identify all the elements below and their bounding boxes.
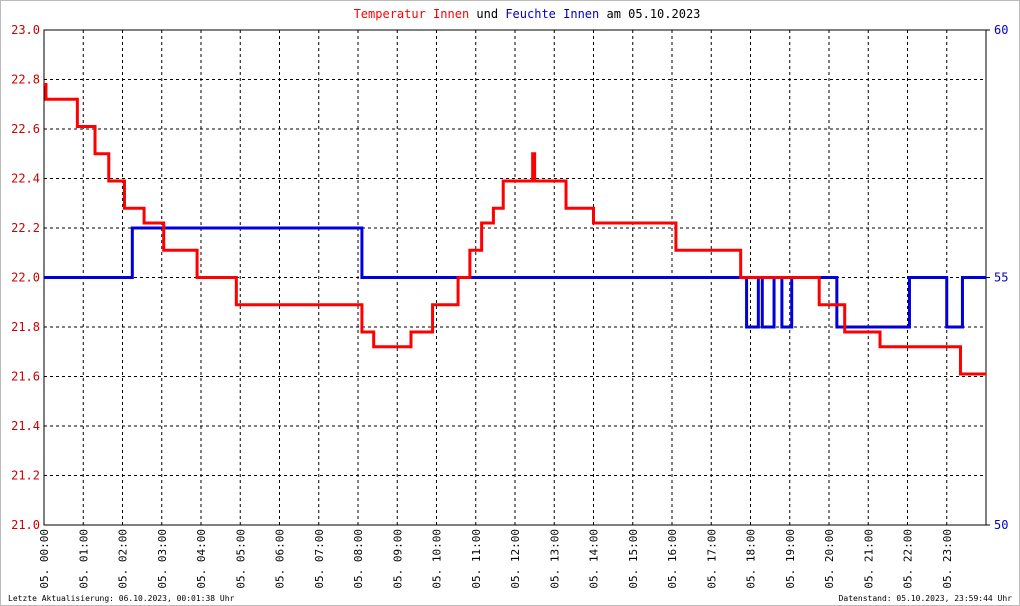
x-tick-label: 05. 13:00 [548,529,561,589]
chart-title: Temperatur Innen und Feuchte Innen am 05… [354,7,701,21]
x-tick-label: 05. 03:00 [156,529,169,589]
x-tick-label: 05. 00:00 [38,529,51,589]
footer-left: Letzte Aktualisierung: 06.10.2023, 00:01… [8,594,235,603]
title-part: Temperatur Innen [354,7,470,21]
y-tick-label: 22.6 [11,122,40,136]
x-tick-label: 05. 12:00 [509,529,522,589]
footer-right: Datenstand: 05.10.2023, 23:59:44 Uhr [839,594,1013,603]
y-tick-label: 22.4 [11,172,40,186]
title-part: Feuchte Innen [505,7,599,21]
x-tick-label: 05. 05:00 [234,529,247,589]
y-tick-label: 22.8 [11,73,40,87]
y-tick-label: 23.0 [11,23,40,37]
x-tick-label: 05. 17:00 [705,529,718,589]
x-tick-label: 05. 19:00 [784,529,797,589]
x-tick-label: 05. 10:00 [431,529,444,589]
title-part: am 05.10.2023 [606,7,700,21]
y-tick-label: 21.0 [11,518,40,532]
x-tick-label: 05. 07:00 [313,529,326,589]
x-tick-label: 05. 08:00 [352,529,365,589]
x-tick-label: 05. 02:00 [117,529,130,589]
y-tick-label: 21.4 [11,419,40,433]
y-tick-label: 22.2 [11,221,40,235]
x-tick-label: 05. 16:00 [666,529,679,589]
y-tick-label: 21.2 [11,469,40,483]
y2-tick-label: 50 [994,518,1008,532]
x-tick-label: 05. 21:00 [862,529,875,589]
x-tick-label: 05. 14:00 [588,529,601,589]
x-tick-label: 05. 15:00 [627,529,640,589]
x-tick-label: 05. 22:00 [902,529,915,589]
x-tick-label: 05. 18:00 [745,529,758,589]
y2-tick-label: 55 [994,271,1008,285]
x-tick-label: 05. 04:00 [195,529,208,589]
title-part: und [476,7,498,21]
x-tick-label: 05. 23:00 [941,529,954,589]
y2-tick-label: 60 [994,23,1008,37]
y-tick-label: 21.8 [11,320,40,334]
x-tick-label: 05. 20:00 [823,529,836,589]
x-tick-label: 05. 06:00 [274,529,287,589]
y-tick-label: 22.0 [11,271,40,285]
x-tick-label: 05. 09:00 [391,529,404,589]
x-tick-label: 05. 11:00 [470,529,483,589]
x-tick-label: 05. 01:00 [77,529,90,589]
line-series [44,82,986,376]
y-tick-label: 21.6 [11,370,40,384]
